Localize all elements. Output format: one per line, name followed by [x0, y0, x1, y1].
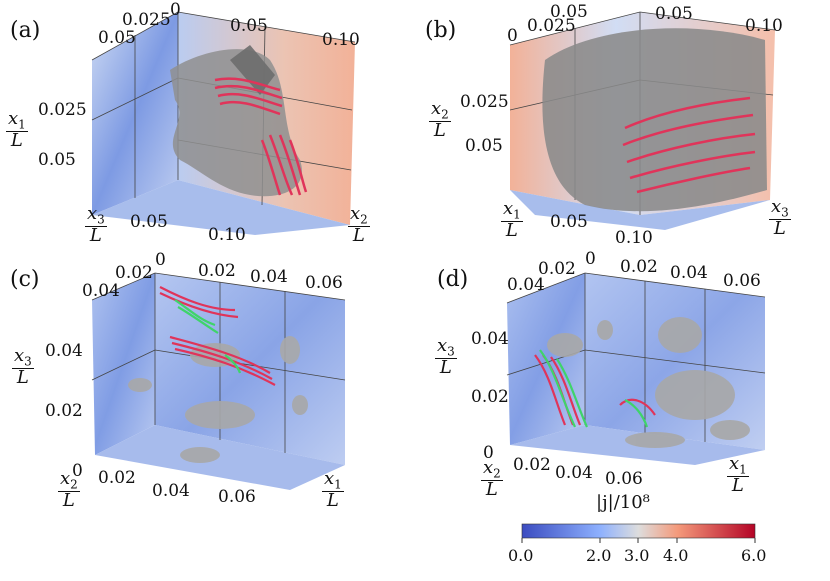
tick-label: 0.02 — [115, 263, 153, 283]
colorbar-tick-label: 0.0 — [508, 546, 534, 565]
axis-label-left: x3 L — [435, 335, 457, 379]
tick-label: 0.10 — [208, 225, 246, 245]
panel-d: (d) 0.02 0 0.02 0.04 0.06 0.04 0.04 0.02… — [415, 249, 830, 520]
tick-label: 0.02 — [513, 455, 551, 475]
panel-label: (c) — [10, 267, 40, 292]
tick-label: 0.04 — [45, 341, 83, 361]
tick-label: 0.04 — [507, 275, 545, 295]
panel-c-cube — [91, 272, 346, 490]
cube-face-floor — [95, 425, 345, 490]
field-lines-red — [159, 286, 276, 386]
cube-face-left — [92, 273, 155, 455]
colorbar-tick-label: 4.0 — [663, 546, 689, 565]
panel-label: (a) — [10, 18, 41, 43]
tick-label: 0.05 — [550, 2, 588, 22]
isosurface — [230, 45, 275, 95]
cube-face-floor — [92, 180, 350, 235]
colorbar-ticks — [521, 538, 756, 543]
tick-label: 0 — [155, 250, 166, 270]
tick-label: 0.05 — [550, 212, 588, 232]
tick-label: 0.05 — [230, 16, 268, 36]
tick-label: 0.06 — [305, 273, 343, 293]
tick-label: 0.02 — [471, 387, 509, 407]
axis-label-bottom-left: x2 L — [481, 457, 503, 501]
field-lines-red — [622, 96, 756, 194]
tick-label: 0 — [483, 443, 494, 463]
colorbar-gradient — [521, 523, 756, 539]
tick-label: 0.04 — [555, 463, 593, 483]
tick-label: 0.06 — [723, 271, 761, 291]
panel-b: (b) 0.025 0.05 0 0.05 0.10 0.025 0.05 0.… — [415, 0, 830, 260]
axis-label-bottom-right: x1 L — [322, 468, 344, 512]
tick-label: 0 — [507, 26, 518, 46]
tick-label: 0.04 — [152, 481, 190, 501]
axis-label-bottom-right: x2 L — [348, 203, 370, 247]
tick-label: 0.05 — [38, 150, 76, 170]
tick-label: 0.025 — [38, 100, 87, 120]
tick-label: 0.06 — [605, 469, 643, 489]
field-lines-green — [539, 349, 649, 428]
panel-b-cube — [509, 11, 776, 230]
field-lines-red — [214, 77, 308, 196]
axis-label-bottom-left: x2 L — [58, 468, 80, 512]
tick-label: 0.05 — [655, 4, 693, 24]
tick-label: 0.10 — [322, 30, 360, 50]
tick-label: 0.10 — [615, 228, 653, 248]
isosurface — [547, 317, 750, 448]
axis-label-left: x3 L — [12, 345, 34, 389]
tick-label: 0.05 — [98, 28, 136, 48]
tick-label: 0 — [72, 461, 83, 481]
colorbar-tick-label: 3.0 — [624, 546, 650, 565]
tick-label: 0.06 — [218, 487, 256, 507]
axis-label-bottom-left: x1 L — [501, 198, 523, 242]
isosurface — [542, 28, 767, 212]
tick-label: 0.04 — [250, 267, 288, 287]
colorbar-title: |j|/10⁸ — [596, 492, 650, 513]
tick-label: 0.05 — [130, 212, 168, 232]
axis-label-left: x1 L — [6, 108, 28, 152]
colorbar-tick-label: 2.0 — [586, 546, 612, 565]
tick-label: 0.025 — [527, 16, 576, 36]
panel-a: (a) 0.025 0 0.05 0.10 0.05 0.025 0.05 0.… — [0, 0, 415, 260]
tick-label: 0.02 — [198, 261, 236, 281]
tick-label: 0.04 — [670, 263, 708, 283]
field-lines-green — [174, 299, 242, 374]
tick-label: 0.02 — [98, 468, 136, 488]
panel-label: (b) — [425, 18, 457, 43]
panel-c: (c) 0.02 0 0.02 0.04 0.06 0.04 0.04 0.02… — [0, 250, 415, 520]
tick-label: 0.025 — [122, 10, 171, 30]
colorbar-tick-label: 6.0 — [741, 546, 767, 565]
axis-label-bottom-right: x3 L — [769, 196, 791, 240]
tick-label: 0.10 — [745, 16, 783, 36]
isosurface — [128, 336, 308, 463]
cube-face-floor — [510, 190, 770, 230]
panel-label: (d) — [437, 267, 469, 292]
tick-label: 0.025 — [460, 92, 509, 112]
panel-d-cube — [506, 272, 766, 465]
axis-label-bottom-left: x3 L — [85, 203, 107, 247]
tick-label: 0.02 — [45, 401, 83, 421]
tick-label: 0.04 — [471, 329, 509, 349]
tick-label: 0.05 — [465, 136, 503, 156]
tick-label: 0 — [170, 0, 181, 20]
tick-label: 0 — [585, 249, 596, 269]
tick-label: 0.02 — [620, 257, 658, 277]
tick-label: 0.04 — [82, 281, 120, 301]
axis-label-left: x2 L — [429, 98, 451, 142]
tick-label: 0.02 — [538, 259, 576, 279]
panel-a-cube — [91, 11, 356, 235]
axis-label-bottom-right: x1 L — [727, 453, 749, 497]
